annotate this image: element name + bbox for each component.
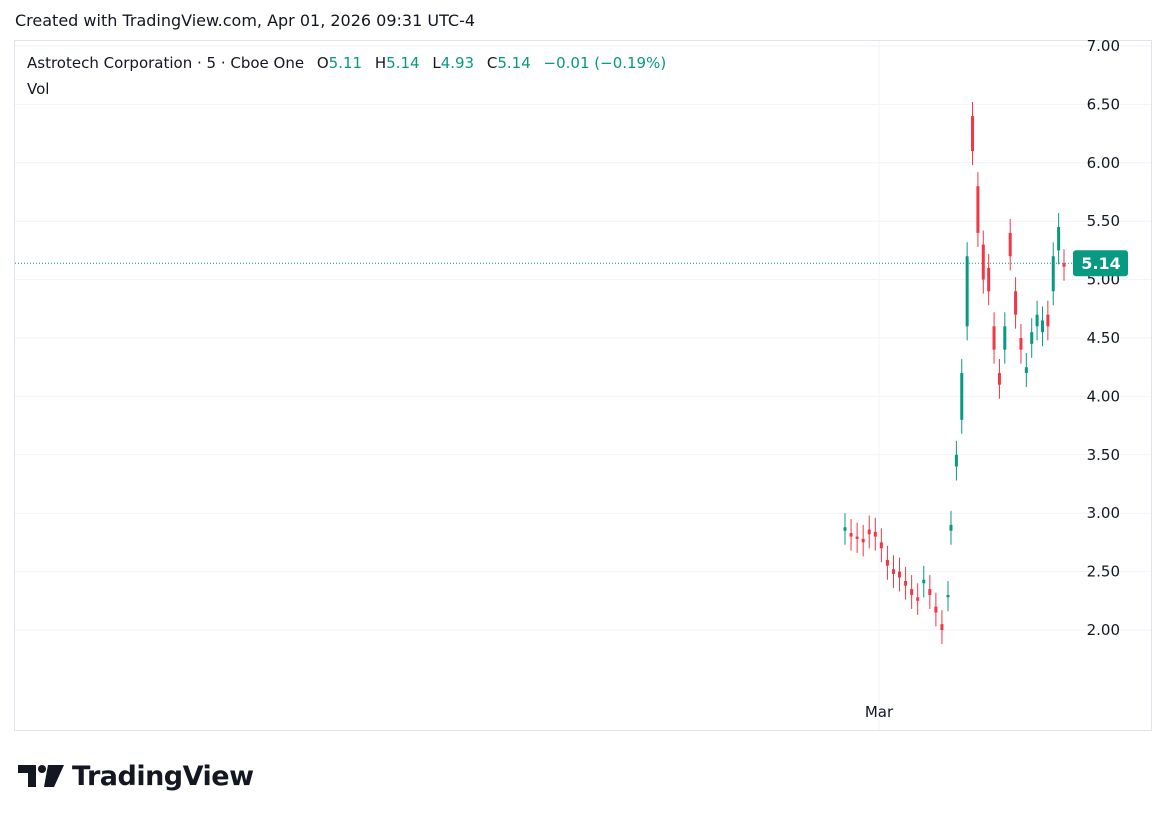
high-label: H bbox=[374, 54, 387, 72]
y-tick-label: 2.00 bbox=[1087, 621, 1120, 639]
y-tick-label: 3.50 bbox=[1087, 446, 1120, 464]
chart-frame[interactable] bbox=[14, 40, 1152, 731]
candle-body bbox=[1057, 227, 1061, 251]
x-tick-label: Mar bbox=[865, 703, 894, 721]
candle-body bbox=[855, 536, 859, 539]
y-tick-label: 3.00 bbox=[1087, 504, 1120, 522]
candle-body bbox=[885, 559, 889, 566]
candle-body bbox=[981, 244, 985, 280]
candle-body bbox=[1046, 314, 1050, 327]
candle-body bbox=[843, 527, 847, 531]
candle-body bbox=[1019, 338, 1023, 350]
tradingview-logo-icon bbox=[18, 765, 64, 787]
candle-body bbox=[928, 589, 932, 595]
y-tick-label: 7.00 bbox=[1087, 37, 1120, 55]
volume-label: Vol bbox=[27, 80, 50, 98]
candle-body bbox=[976, 186, 980, 233]
y-tick-label: 5.50 bbox=[1087, 212, 1120, 230]
candle-body bbox=[1030, 332, 1034, 344]
high-value: 5.14 bbox=[386, 54, 420, 72]
candle-body bbox=[916, 597, 920, 601]
candle-body bbox=[992, 326, 996, 350]
candle-body bbox=[954, 454, 958, 467]
candle-body bbox=[1040, 320, 1044, 333]
last-price-badge bbox=[1073, 250, 1128, 277]
candle-body bbox=[1014, 291, 1018, 315]
candle-body bbox=[1003, 326, 1007, 350]
ohlc-legend: Astrotech Corporation · 5 · Cboe One O5.… bbox=[27, 54, 666, 72]
candle-body bbox=[873, 531, 877, 537]
tradingview-logo[interactable]: TradingView bbox=[18, 758, 254, 794]
candle-body bbox=[879, 542, 883, 549]
candle-body bbox=[997, 373, 1001, 385]
candle-body bbox=[849, 533, 853, 537]
candle-body bbox=[987, 267, 991, 292]
candle-body bbox=[1062, 263, 1066, 267]
candle-body bbox=[971, 116, 975, 152]
candle-body bbox=[940, 624, 944, 630]
y-tick-label: 4.50 bbox=[1087, 329, 1120, 347]
candle-body bbox=[1051, 256, 1055, 292]
candle-body bbox=[960, 373, 964, 420]
open-value: 5.11 bbox=[328, 54, 363, 72]
candle-body bbox=[891, 569, 895, 574]
last-price-label: 5.14 bbox=[1081, 254, 1120, 273]
candle-body bbox=[1024, 367, 1028, 374]
change-value: −0.01 (−0.19%) bbox=[543, 54, 667, 72]
tradingview-brand-text: TradingView bbox=[72, 760, 254, 792]
close-label: C bbox=[486, 54, 498, 72]
symbol-title: Astrotech Corporation · 5 · Cboe One bbox=[27, 54, 305, 72]
candle-body bbox=[904, 580, 908, 586]
candle-body bbox=[934, 606, 938, 613]
candle-body bbox=[910, 589, 914, 595]
y-tick-label: 4.00 bbox=[1087, 387, 1120, 405]
y-tick-label: 6.00 bbox=[1087, 154, 1120, 172]
candle-body bbox=[898, 571, 902, 578]
low-label: L bbox=[432, 54, 441, 72]
created-with-header: Created with TradingView.com, Apr 01, 20… bbox=[15, 11, 476, 30]
candle-body bbox=[1008, 232, 1012, 257]
close-value: 5.14 bbox=[497, 54, 531, 72]
candle-body bbox=[922, 579, 926, 584]
candle-body bbox=[861, 538, 865, 543]
candle-body bbox=[965, 256, 969, 327]
open-label: O bbox=[316, 54, 329, 72]
low-value: 4.93 bbox=[440, 54, 475, 72]
y-tick-label: 2.50 bbox=[1087, 563, 1120, 581]
candle-body bbox=[946, 594, 950, 598]
candle-body bbox=[949, 524, 953, 531]
candle-body bbox=[1035, 314, 1039, 327]
candle-body bbox=[867, 529, 871, 535]
y-tick-label: 6.50 bbox=[1087, 95, 1120, 113]
